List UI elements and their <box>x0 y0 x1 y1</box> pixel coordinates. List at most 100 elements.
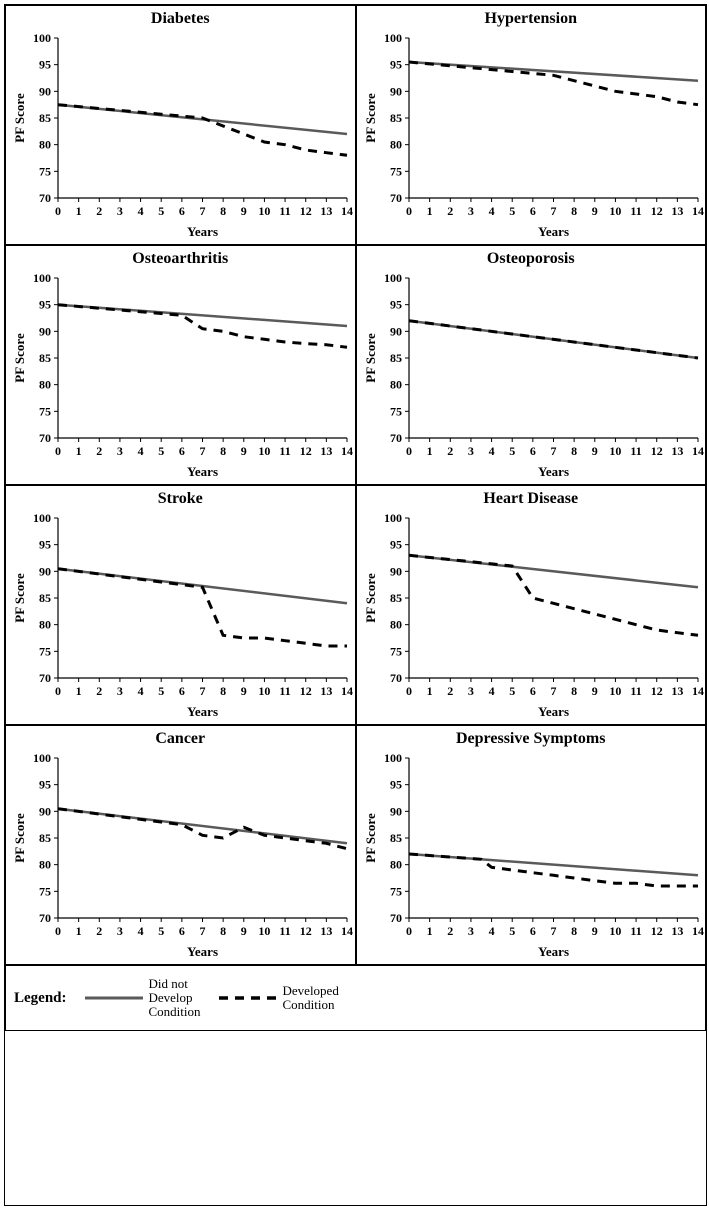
svg-text:1: 1 <box>426 204 432 218</box>
svg-text:75: 75 <box>39 164 51 178</box>
svg-text:6: 6 <box>529 924 535 938</box>
svg-text:14: 14 <box>341 924 353 938</box>
svg-text:8: 8 <box>220 204 226 218</box>
legend-swatch-dash <box>219 993 277 1003</box>
legend-title: Legend: <box>14 990 67 1007</box>
y-axis-label: PF Score <box>12 573 27 623</box>
svg-text:11: 11 <box>279 204 290 218</box>
panel-title: Depressive Symptoms <box>357 730 706 748</box>
svg-text:11: 11 <box>279 924 290 938</box>
svg-text:12: 12 <box>300 204 312 218</box>
line-developed <box>58 569 347 646</box>
svg-text:5: 5 <box>509 924 515 938</box>
svg-text:4: 4 <box>488 204 494 218</box>
svg-text:5: 5 <box>509 444 515 458</box>
svg-text:0: 0 <box>55 924 61 938</box>
svg-text:3: 3 <box>117 684 123 698</box>
svg-text:9: 9 <box>591 924 597 938</box>
line-developed <box>409 854 698 886</box>
svg-text:13: 13 <box>320 924 332 938</box>
svg-text:9: 9 <box>591 684 597 698</box>
svg-text:95: 95 <box>390 778 402 792</box>
svg-text:70: 70 <box>39 911 51 925</box>
svg-text:1: 1 <box>76 444 82 458</box>
svg-text:80: 80 <box>390 858 402 872</box>
chart-svg: 707580859095100 01234567891011121314 PF … <box>357 512 706 724</box>
panel-title: Diabetes <box>6 10 355 28</box>
svg-text:90: 90 <box>390 324 402 338</box>
svg-text:11: 11 <box>279 444 290 458</box>
svg-text:2: 2 <box>96 204 102 218</box>
svg-text:4: 4 <box>488 924 494 938</box>
chart-svg: 707580859095100 01234567891011121314 PF … <box>357 32 706 244</box>
svg-text:90: 90 <box>39 324 51 338</box>
svg-text:6: 6 <box>179 924 185 938</box>
line-developed <box>58 305 347 348</box>
svg-text:14: 14 <box>692 204 704 218</box>
svg-text:14: 14 <box>341 684 353 698</box>
y-axis-label: PF Score <box>12 333 27 383</box>
svg-text:100: 100 <box>384 272 402 285</box>
legend: Legend: Did notDevelopCondition Develope… <box>5 965 706 1031</box>
svg-text:6: 6 <box>179 204 185 218</box>
svg-text:5: 5 <box>158 684 164 698</box>
svg-text:1: 1 <box>426 924 432 938</box>
svg-text:13: 13 <box>671 924 683 938</box>
svg-text:0: 0 <box>406 444 412 458</box>
svg-text:100: 100 <box>33 512 51 525</box>
svg-text:80: 80 <box>39 138 51 152</box>
line-did-not-develop <box>409 854 698 875</box>
chart-panel: Stroke 707580859095100 01234567891011121… <box>5 485 356 725</box>
chart-area: 707580859095100 01234567891011121314 PF … <box>6 272 355 484</box>
svg-text:75: 75 <box>390 404 402 418</box>
x-axis-label: Years <box>187 464 218 479</box>
svg-text:14: 14 <box>341 444 353 458</box>
svg-text:9: 9 <box>591 444 597 458</box>
svg-text:5: 5 <box>158 444 164 458</box>
svg-text:11: 11 <box>630 204 641 218</box>
svg-text:80: 80 <box>39 618 51 632</box>
svg-text:12: 12 <box>650 204 662 218</box>
svg-text:12: 12 <box>300 444 312 458</box>
svg-text:2: 2 <box>96 924 102 938</box>
svg-text:80: 80 <box>39 378 51 392</box>
svg-text:13: 13 <box>671 444 683 458</box>
svg-text:85: 85 <box>390 351 402 365</box>
y-axis-label: PF Score <box>363 93 378 143</box>
svg-text:7: 7 <box>550 204 556 218</box>
svg-text:80: 80 <box>390 138 402 152</box>
svg-text:4: 4 <box>488 684 494 698</box>
panel-title: Osteoarthritis <box>6 250 355 268</box>
y-axis-label: PF Score <box>12 813 27 863</box>
svg-text:70: 70 <box>390 191 402 205</box>
svg-text:85: 85 <box>39 831 51 845</box>
svg-text:10: 10 <box>258 204 270 218</box>
svg-text:95: 95 <box>39 538 51 552</box>
chart-area: 707580859095100 01234567891011121314 PF … <box>357 32 706 244</box>
svg-text:80: 80 <box>39 858 51 872</box>
svg-text:100: 100 <box>384 32 402 45</box>
line-did-not-develop <box>58 809 347 844</box>
chart-panel: Osteoporosis 707580859095100 01234567891… <box>356 245 707 485</box>
svg-text:75: 75 <box>39 644 51 658</box>
svg-text:6: 6 <box>529 684 535 698</box>
svg-text:4: 4 <box>138 924 144 938</box>
chart-svg: 707580859095100 01234567891011121314 PF … <box>357 752 706 964</box>
svg-text:85: 85 <box>390 831 402 845</box>
svg-text:5: 5 <box>158 924 164 938</box>
chart-svg: 707580859095100 01234567891011121314 PF … <box>6 32 355 244</box>
svg-text:7: 7 <box>550 444 556 458</box>
svg-text:2: 2 <box>447 444 453 458</box>
svg-text:4: 4 <box>138 684 144 698</box>
svg-text:85: 85 <box>39 591 51 605</box>
svg-text:10: 10 <box>258 684 270 698</box>
legend-text: Did notDevelopCondition <box>149 977 201 1020</box>
panel-title: Hypertension <box>357 10 706 28</box>
svg-text:14: 14 <box>692 684 704 698</box>
svg-text:90: 90 <box>390 84 402 98</box>
svg-text:0: 0 <box>55 684 61 698</box>
svg-text:75: 75 <box>39 884 51 898</box>
svg-text:1: 1 <box>426 684 432 698</box>
svg-text:2: 2 <box>96 684 102 698</box>
svg-text:85: 85 <box>39 111 51 125</box>
